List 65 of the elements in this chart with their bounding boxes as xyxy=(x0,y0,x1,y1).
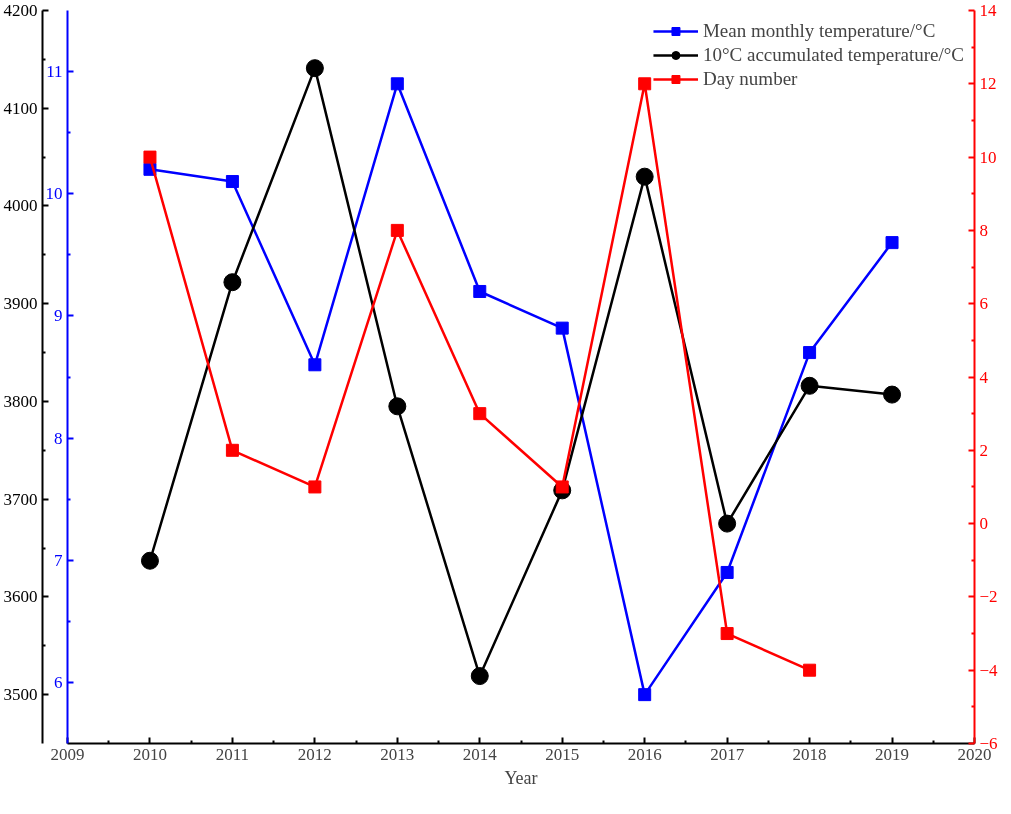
point xyxy=(473,284,487,298)
point xyxy=(883,385,902,404)
point xyxy=(308,358,322,372)
y-tick-label: 11 xyxy=(46,62,63,82)
x-tick-label: 2016 xyxy=(627,744,662,764)
x-axis-title: Year xyxy=(504,767,538,788)
point xyxy=(720,565,734,579)
y-tick-label: 7 xyxy=(54,550,63,570)
point xyxy=(720,627,734,641)
legend-label: Day number xyxy=(702,68,798,90)
y2-tick-label: 3900 xyxy=(3,294,38,314)
y-tick-label: 10 xyxy=(45,184,63,204)
point xyxy=(470,667,489,686)
point xyxy=(223,273,242,292)
point xyxy=(638,77,652,91)
y2-tick-label: 4000 xyxy=(3,196,38,216)
point xyxy=(308,480,322,494)
y2-tick-label: 4200 xyxy=(3,1,38,20)
y3-tick-label: 4 xyxy=(979,367,989,387)
y3-tick-label: 8 xyxy=(979,220,988,240)
point xyxy=(803,663,817,677)
point xyxy=(225,443,239,457)
y3-tick-label: 12 xyxy=(979,74,997,94)
legend-label: 10°C accumulated temperature/°C xyxy=(702,44,964,66)
legend-label: Mean monthly temperature/°C xyxy=(702,20,936,42)
y3-tick-label: 14 xyxy=(979,1,997,20)
x-tick-label: 2012 xyxy=(297,744,332,764)
y3-tick-label: −4 xyxy=(979,660,999,680)
x-tick-label: 2019 xyxy=(875,744,910,764)
point xyxy=(885,236,899,250)
y-tick-label: 6 xyxy=(54,672,63,692)
y2-tick-label: 4100 xyxy=(3,98,38,118)
x-tick-label: 2018 xyxy=(792,744,827,764)
y2-tick-label: 3700 xyxy=(3,489,38,509)
x-tick-label: 2013 xyxy=(380,744,415,764)
x-tick-label: 2017 xyxy=(710,744,745,764)
point xyxy=(140,551,159,570)
y3-tick-label: 2 xyxy=(979,440,988,460)
y3-tick-label: 6 xyxy=(979,294,988,314)
point xyxy=(718,514,737,533)
point xyxy=(143,150,157,164)
x-tick-label: 2010 xyxy=(132,744,167,764)
y-tick-label: 9 xyxy=(54,306,63,326)
point xyxy=(388,397,407,416)
y2-tick-label: 3500 xyxy=(3,685,38,705)
y-tick-label: 8 xyxy=(54,428,63,448)
y2-tick-label: 3600 xyxy=(3,587,38,607)
point xyxy=(555,321,569,335)
point xyxy=(638,688,652,702)
point xyxy=(635,167,654,186)
point xyxy=(305,59,324,78)
y3-tick-label: 0 xyxy=(979,514,988,534)
x-tick-label: 2015 xyxy=(545,744,580,764)
point xyxy=(473,407,487,421)
y2-tick-label: 3800 xyxy=(3,391,38,411)
point xyxy=(390,77,404,91)
x-tick-label: 2011 xyxy=(215,744,250,764)
point xyxy=(390,223,404,237)
x-tick-label: 2014 xyxy=(462,744,498,764)
point xyxy=(225,175,239,189)
y3-tick-label: −2 xyxy=(979,587,998,607)
x-tick-label: 2009 xyxy=(50,744,85,764)
point xyxy=(803,346,817,360)
y3-tick-label: 10 xyxy=(979,147,997,167)
point xyxy=(800,376,819,395)
